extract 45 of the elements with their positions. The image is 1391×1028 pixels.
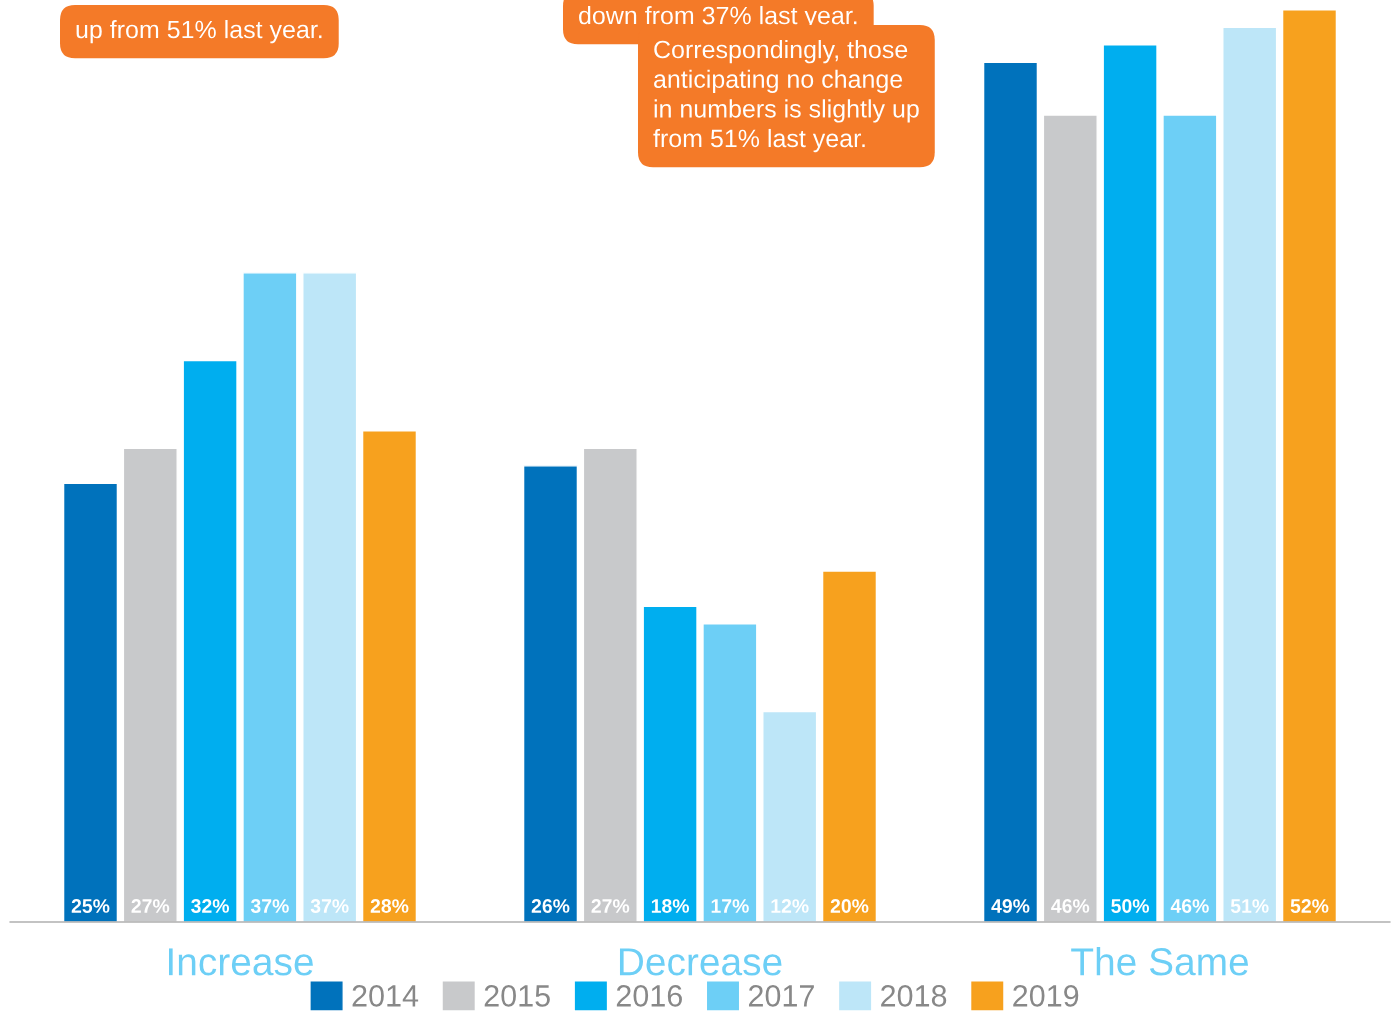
x-tick-label: Decrease [619, 948, 782, 976]
data-label: 46% [1170, 899, 1209, 913]
data-label: 52% [1290, 899, 1329, 913]
bar [182, 359, 238, 922]
legend-label: 2019 [1013, 985, 1079, 1007]
bar [982, 61, 1039, 922]
bar [1102, 44, 1158, 922]
legend-label: 2014 [352, 985, 419, 1007]
data-label: 28% [370, 899, 409, 913]
bar [1162, 114, 1218, 922]
data-label: 50% [1111, 899, 1150, 913]
legend-label: 2018 [881, 985, 947, 1007]
bar [702, 623, 758, 922]
bar [1222, 26, 1278, 922]
bar [522, 465, 579, 922]
x-tick-label: Increase [169, 948, 313, 976]
data-label: 37% [310, 899, 349, 913]
bar [642, 605, 698, 922]
annotation: down from 37% last year. [579, 6, 857, 30]
bar [62, 482, 119, 922]
data-label: 26% [531, 899, 570, 913]
legend-label: 2016 [616, 985, 682, 1007]
bar [1281, 9, 1338, 922]
legend-label: 2017 [748, 985, 814, 1007]
bar [582, 447, 638, 922]
legend-label: 2015 [484, 985, 550, 1007]
data-label: 32% [191, 899, 230, 913]
bar [242, 272, 298, 922]
annotation: Correspondingly, those anticipating no change in numbers is slightly up from 51% last year. [653, 40, 919, 153]
data-label: 51% [1230, 899, 1269, 913]
data-label: 12% [771, 899, 809, 913]
x-tick-label: The Same [1071, 947, 1248, 976]
data-label: 17% [711, 899, 749, 913]
bar [1042, 114, 1098, 922]
bar [762, 710, 818, 922]
annotation: up from 51% last year. [76, 20, 322, 44]
data-label: 37% [250, 899, 289, 913]
data-label: 18% [651, 899, 690, 913]
bar [361, 430, 418, 922]
data-label: 49% [991, 899, 1030, 913]
data-label: 25% [71, 899, 110, 913]
bar [122, 447, 178, 922]
bar [302, 272, 358, 922]
data-label: 20% [830, 899, 869, 913]
bar [821, 570, 878, 922]
